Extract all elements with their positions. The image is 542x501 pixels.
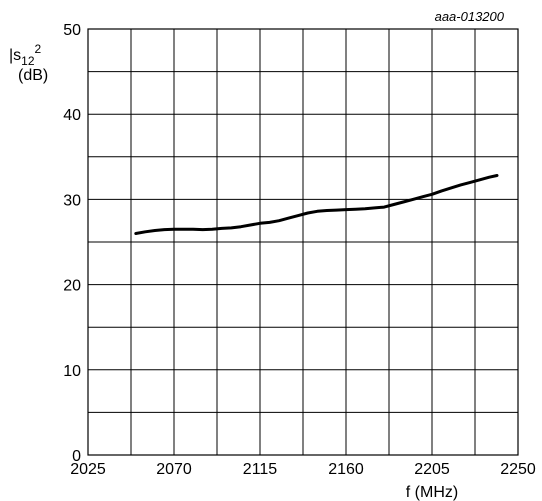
- x-tick-label: 2205: [414, 461, 450, 478]
- x-tick-label: 2160: [328, 461, 364, 478]
- reference-label: aaa-013200: [435, 9, 505, 24]
- plot-frame: [87, 28, 519, 456]
- y-tick-label: 20: [63, 278, 81, 295]
- y-tick-label: 50: [63, 22, 81, 39]
- x-axis-label: f (MHz): [406, 484, 458, 501]
- y-tick-label: 30: [63, 192, 81, 209]
- x-tick-label: 2115: [243, 461, 278, 478]
- y-axis-label-base: |s: [9, 47, 21, 64]
- x-tick-label: 2070: [156, 461, 192, 478]
- data-series: [134, 174, 499, 235]
- y-axis-unit: (dB): [18, 67, 48, 84]
- x-tick-label: 2250: [500, 461, 536, 478]
- y-axis-label: |s122: [9, 42, 42, 68]
- y-axis-label-superscript: 2: [35, 42, 42, 56]
- x-tick-label: 2025: [70, 461, 106, 478]
- y-axis-label-subscript: 12: [21, 54, 35, 68]
- axis-labels: aaa-013200 |s122 (dB) f (MHz): [9, 9, 505, 501]
- y-tick-label: 10: [63, 363, 81, 380]
- y-tick-label: 0: [72, 448, 81, 465]
- series-line: [134, 174, 499, 235]
- grid-lines: [87, 28, 519, 456]
- tick-labels: 2025 2070 2115 2160 2205 2250 0 10 20 30 40 50: [63, 22, 536, 478]
- y-tick-label: 40: [63, 107, 81, 124]
